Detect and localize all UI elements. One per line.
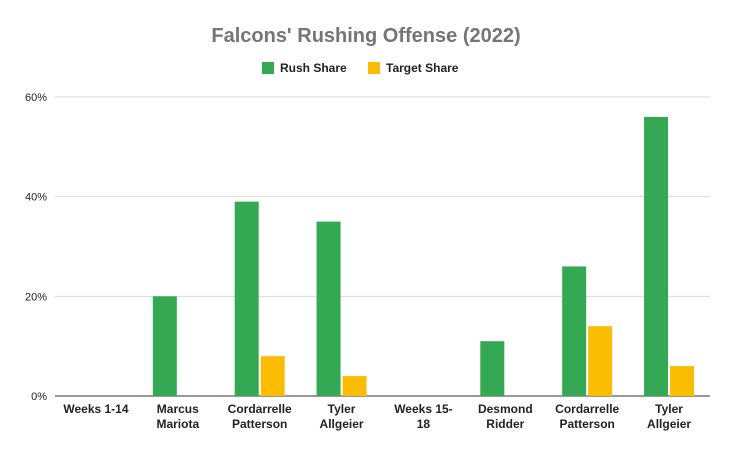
x-tick-label: Weeks 15-18 [394, 402, 452, 431]
x-tick-label: Tyler Allgeier [320, 402, 364, 431]
legend: Rush Share Target Share [262, 61, 459, 75]
y-tick-label: 60% [25, 92, 47, 104]
bar-rush-share [152, 296, 177, 396]
x-tick-label: Tyler Allgeier [647, 402, 691, 431]
chart-title: Falcons' Rushing Offense (2022) [211, 25, 520, 47]
legend-label: Rush Share [280, 61, 347, 75]
bar-target-share [342, 376, 367, 396]
bar-rush-share [562, 266, 587, 396]
bar-target-share [588, 326, 613, 396]
y-tick-label: 0% [31, 391, 47, 403]
legend-swatch [262, 62, 274, 74]
y-tick-label: 20% [25, 291, 47, 303]
legend-label: Target Share [386, 61, 459, 75]
bar-target-share [670, 366, 695, 396]
x-tick-label: Cordarrelle Patterson [228, 402, 292, 431]
x-axis: Weeks 1-14 Marcus Mariota Cordarrelle Patter… [63, 402, 691, 431]
y-axis: 0% 20% 40% 60% [25, 92, 47, 403]
x-tick-label: Desmond Ridder [478, 402, 533, 431]
bars [152, 116, 695, 396]
y-tick-label: 40% [25, 192, 47, 204]
x-tick-label: Marcus Mariota [156, 402, 199, 431]
x-tick-label: Cordarrelle Patterson [555, 402, 619, 431]
bar-rush-share [644, 116, 669, 396]
x-tick-label: Weeks 1-14 [63, 402, 128, 416]
bar-target-share [260, 356, 285, 396]
bar-rush-share [316, 221, 341, 396]
legend-swatch [368, 62, 380, 74]
bar-rush-share [480, 341, 505, 396]
bar-rush-share [234, 201, 259, 396]
